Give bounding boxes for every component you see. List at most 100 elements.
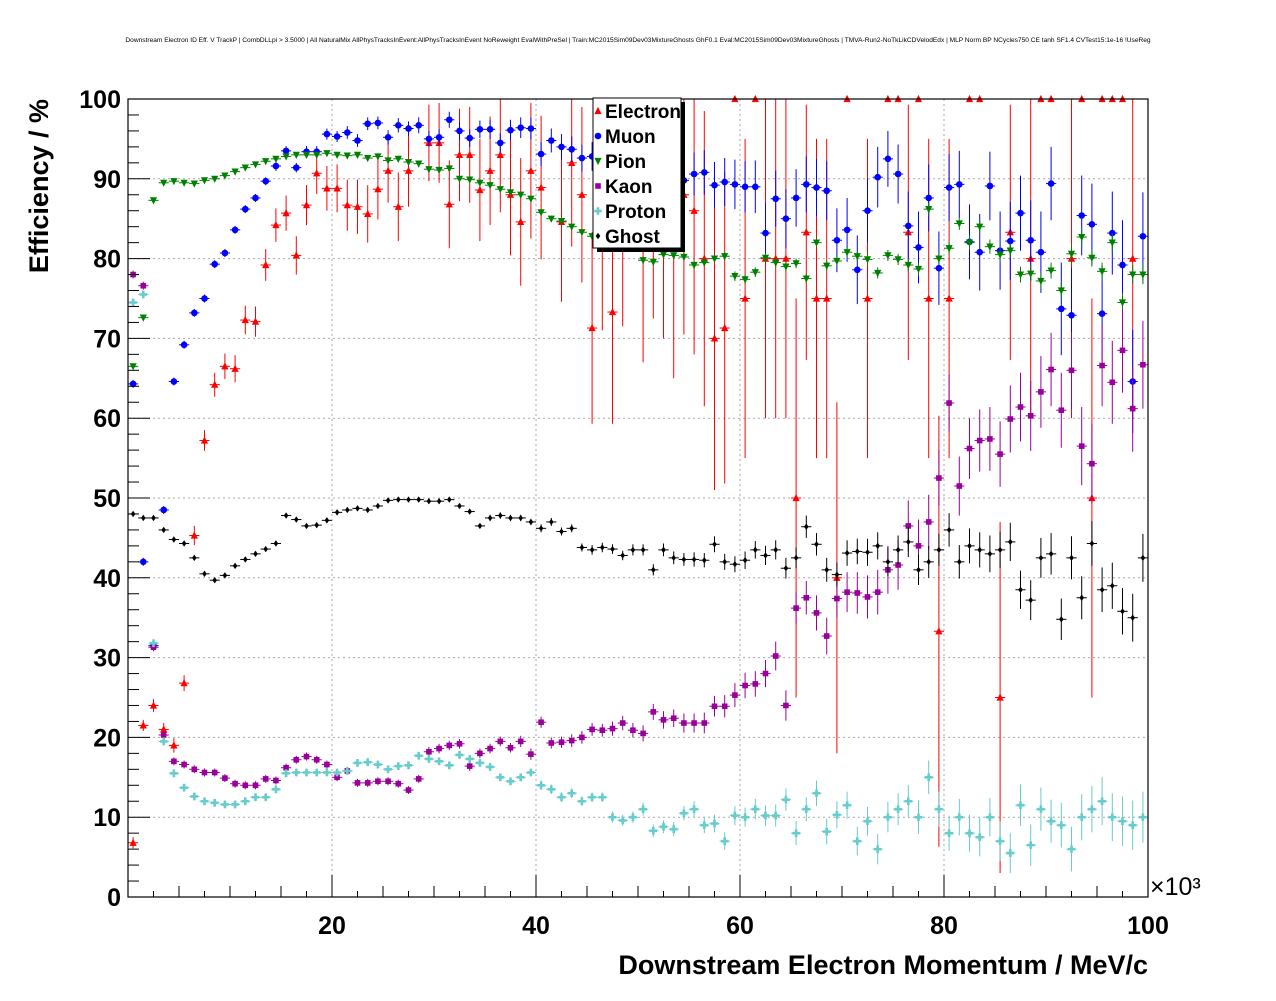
- proton-marker: [588, 793, 596, 802]
- muon-point: [933, 231, 944, 305]
- pion-point: [923, 202, 934, 216]
- proton-point: [1025, 824, 1036, 866]
- ghost-marker: [793, 554, 799, 562]
- proton-marker: [669, 825, 678, 833]
- legend-label-ghost: Ghost: [605, 227, 661, 248]
- ghost-point: [444, 496, 455, 503]
- muon-point: [984, 151, 995, 221]
- pion-point: [1076, 228, 1087, 246]
- muon-marker: [323, 130, 331, 138]
- proton-point: [1066, 826, 1077, 872]
- electron-marker: [262, 260, 270, 269]
- electron-marker: [996, 693, 1004, 701]
- kaon-point: [872, 569, 883, 615]
- muon-marker: [854, 266, 861, 274]
- kaon-marker: [823, 633, 830, 639]
- muon-point: [403, 121, 414, 136]
- pion-point: [1056, 282, 1067, 299]
- kaon-marker: [732, 692, 738, 698]
- proton-marker: [231, 800, 239, 809]
- muon-point: [821, 161, 832, 221]
- kaon-marker: [324, 761, 330, 768]
- kaon-point: [933, 450, 944, 506]
- proton-marker: [955, 813, 964, 821]
- ghost-marker: [1008, 538, 1013, 546]
- muon-point: [546, 128, 557, 153]
- electron-marker: [302, 201, 311, 209]
- pion-point: [1086, 249, 1097, 267]
- muon-point: [393, 118, 404, 133]
- pion-point: [413, 160, 424, 168]
- proton-point: [168, 769, 179, 778]
- ghost-marker: [528, 518, 534, 526]
- kaon-marker: [711, 703, 718, 710]
- kaon-marker: [364, 780, 371, 786]
- kaon-point: [270, 776, 281, 785]
- electron-point: [362, 185, 373, 243]
- pion-marker: [221, 172, 229, 180]
- ghost-point: [729, 556, 740, 573]
- proton-point: [995, 821, 1006, 862]
- ghost-point: [638, 544, 649, 556]
- pion-point: [995, 247, 1006, 262]
- pion-marker: [282, 153, 290, 161]
- muon-marker: [976, 248, 983, 256]
- kaon-point: [209, 768, 220, 777]
- pion-point: [1005, 243, 1016, 258]
- pion-point: [352, 151, 363, 159]
- electron-point: [270, 208, 281, 242]
- ghost-point: [658, 543, 669, 557]
- pion-point: [383, 157, 394, 165]
- proton-marker: [731, 811, 739, 820]
- proton-marker: [180, 783, 188, 792]
- proton-marker: [741, 813, 749, 821]
- proton-marker: [833, 811, 841, 819]
- kaon-marker: [946, 400, 952, 406]
- pion-marker: [649, 258, 657, 266]
- proton-marker: [537, 781, 545, 790]
- ghost-marker: [549, 518, 554, 526]
- x-axis-label: Downstream Electron Momentum / MeV/c: [618, 950, 1148, 980]
- electron-marker: [496, 150, 504, 158]
- pion-point: [1097, 262, 1108, 281]
- ghost-point: [485, 514, 496, 522]
- pion-marker: [721, 253, 729, 261]
- ghost-marker: [885, 558, 891, 566]
- pion-marker: [333, 151, 341, 159]
- muon-point: [1015, 175, 1026, 251]
- kaon-point: [403, 786, 414, 795]
- proton-marker: [1139, 813, 1147, 821]
- kaon-point: [138, 281, 149, 290]
- proton-point: [964, 814, 975, 852]
- pion-marker: [1006, 247, 1014, 255]
- electron-marker: [353, 202, 362, 210]
- pion-marker: [557, 217, 566, 226]
- electron-marker: [180, 679, 188, 687]
- ghost-marker: [600, 544, 605, 551]
- muon-marker: [537, 150, 545, 158]
- proton-point: [423, 754, 434, 763]
- proton-marker: [659, 822, 668, 831]
- kaon-marker: [405, 787, 412, 793]
- ghost-point: [474, 522, 485, 530]
- proton-marker: [374, 760, 382, 769]
- y-tick-label: 70: [93, 325, 121, 353]
- kaon-marker: [171, 758, 177, 765]
- muon-marker: [1078, 212, 1085, 219]
- muon-point: [199, 294, 210, 303]
- electron-marker: [741, 294, 749, 302]
- muon-marker: [1058, 305, 1065, 313]
- proton-point: [1137, 791, 1148, 843]
- pion-point: [403, 158, 414, 167]
- pion-marker: [404, 158, 413, 167]
- muon-marker: [282, 147, 290, 155]
- legend-marker-electron: [594, 106, 602, 115]
- muon-marker: [1007, 237, 1014, 245]
- pion-marker: [1088, 254, 1096, 262]
- muon-point: [219, 249, 230, 258]
- x-tick-label: 80: [930, 912, 958, 940]
- ghost-point: [882, 547, 893, 577]
- proton-point: [729, 806, 740, 826]
- ghost-marker: [263, 545, 268, 553]
- kaon-marker: [456, 740, 463, 747]
